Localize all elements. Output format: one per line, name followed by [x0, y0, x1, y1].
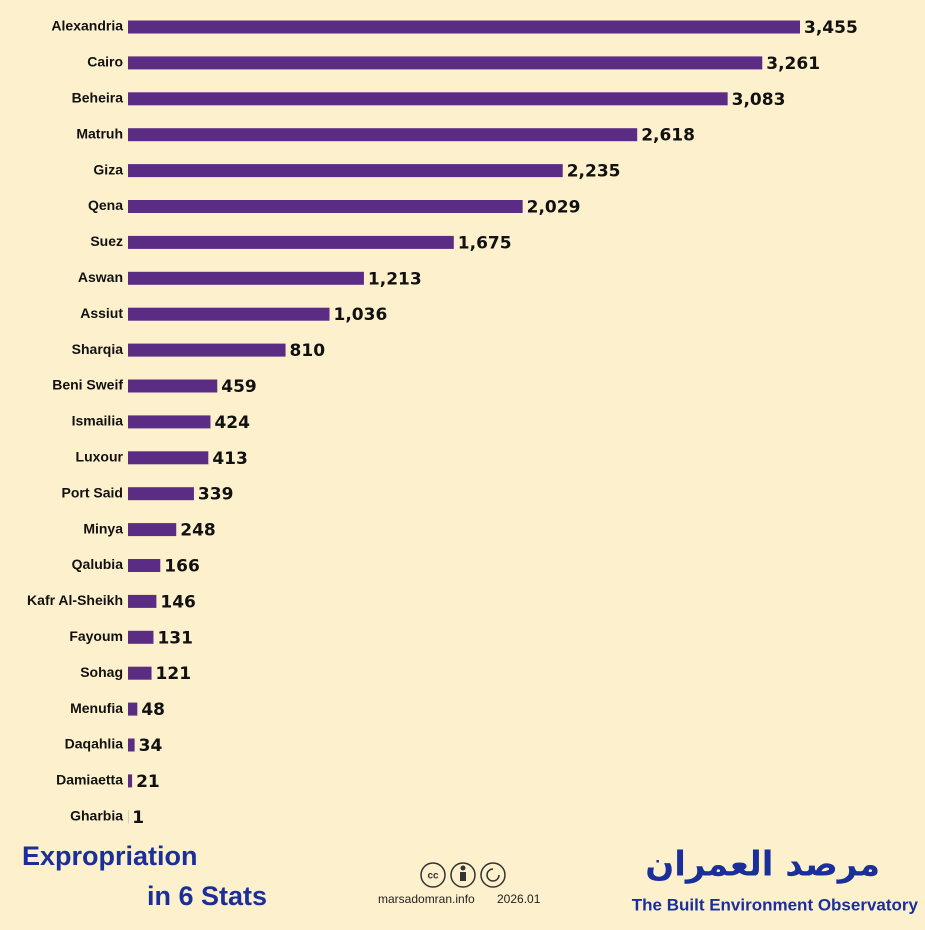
category-label: Beni Sweif: [52, 377, 123, 393]
value-label: 424: [214, 413, 250, 433]
bar: [128, 739, 135, 752]
value-label: 1: [132, 808, 144, 828]
category-label: Alexandria: [51, 18, 123, 34]
category-label: Cairo: [87, 54, 123, 70]
bar: [128, 523, 176, 536]
value-label: 48: [141, 700, 165, 720]
source: marsadomran.info: [378, 892, 475, 906]
value-label: 3,455: [804, 18, 858, 38]
bar: [128, 164, 563, 177]
bar: [128, 774, 132, 787]
value-label: 2,235: [567, 162, 621, 182]
value-label: 131: [157, 628, 193, 648]
value-label: 2,029: [527, 198, 581, 218]
bar: [128, 487, 194, 500]
category-label: Gharbia: [70, 808, 123, 824]
bar: [128, 272, 364, 285]
category-label: Beheira: [72, 90, 124, 106]
category-label: Damiaetta: [56, 772, 123, 788]
bar: [128, 595, 156, 608]
category-label: Suez: [90, 233, 123, 249]
bar: [128, 236, 454, 249]
category-label: Menufia: [70, 700, 123, 716]
value-label: 810: [290, 341, 326, 361]
category-label: Ismailia: [72, 413, 124, 429]
bar: [128, 667, 152, 680]
category-label: Assiut: [80, 305, 123, 321]
value-label: 21: [136, 772, 160, 792]
bar: [128, 56, 762, 69]
bar: [128, 128, 637, 141]
category-label: Port Said: [62, 484, 123, 500]
category-label: Aswan: [78, 269, 123, 285]
category-label: Minya: [83, 520, 123, 536]
value-label: 3,261: [766, 54, 820, 74]
value-label: 34: [139, 736, 163, 756]
category-label: Sharqia: [72, 341, 124, 357]
value-label: 413: [212, 449, 248, 469]
value-label: 166: [164, 557, 200, 577]
bar: [128, 380, 217, 393]
category-label: Qalubia: [72, 556, 124, 572]
value-label: 1,036: [334, 305, 388, 325]
subtitle: in 6 Stats: [147, 881, 267, 911]
bar: [128, 451, 208, 464]
brand-arabic: مرصد العمران: [645, 845, 880, 885]
category-label: Fayoum: [69, 628, 123, 644]
bar: [128, 308, 330, 321]
category-label: Giza: [93, 161, 123, 177]
brand: The Built Environment Observatory: [632, 895, 919, 914]
bar: [128, 21, 800, 34]
bar: [128, 200, 523, 213]
bar: [128, 344, 286, 357]
bar: [128, 631, 153, 644]
category-label: Sohag: [80, 664, 123, 680]
value-label: 1,213: [368, 269, 422, 289]
value-label: 121: [156, 664, 192, 684]
bar: [128, 415, 210, 428]
category-label: Qena: [88, 197, 123, 213]
bar: [128, 559, 160, 572]
category-label: Luxour: [76, 449, 124, 465]
value-label: 459: [221, 377, 256, 397]
category-label: Daqahlia: [65, 736, 124, 752]
value-label: 3,083: [732, 90, 786, 110]
value-label: 1,675: [458, 233, 512, 253]
title: Expropriation: [22, 841, 198, 871]
value-label: 2,618: [641, 126, 695, 146]
bar: [128, 92, 728, 105]
category-label: Kafr Al-Sheikh: [27, 592, 123, 608]
date: 2026.01: [497, 892, 541, 906]
value-label: 339: [198, 485, 234, 505]
value-label: 248: [180, 521, 216, 541]
category-label: Matruh: [76, 125, 123, 141]
svg-text:cc: cc: [427, 871, 439, 882]
value-label: 146: [160, 592, 196, 612]
bar: [128, 703, 137, 716]
